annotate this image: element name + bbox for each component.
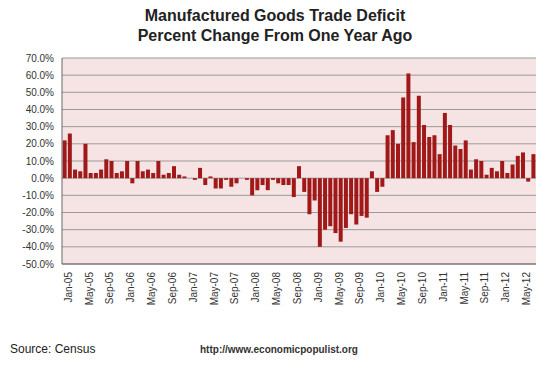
html-text:Percent Change From One Year A: Percent Change From One Year Ago	[137, 27, 413, 44]
svg-text:-30.0%: -30.0%	[22, 224, 54, 235]
svg-text:May-08: May-08	[271, 272, 282, 306]
svg-text:Sep-10: Sep-10	[417, 272, 428, 305]
svg-text:-10.0%: -10.0%	[22, 190, 54, 201]
svg-text:Jan-11: Jan-11	[438, 272, 449, 302]
svg-text:Sep-09: Sep-09	[354, 272, 365, 305]
html-text:Source: Census: Source: Census	[10, 342, 96, 356]
svg-text:Jan-07: Jan-07	[188, 272, 199, 303]
svg-text:May-10: May-10	[396, 272, 407, 306]
svg-text:May-07: May-07	[209, 272, 220, 306]
html-text:Manufactured Goods Trade Defic: Manufactured Goods Trade Deficit	[144, 7, 406, 24]
svg-text:Jan-08: Jan-08	[250, 272, 261, 303]
svg-text:May-11: May-11	[459, 272, 470, 305]
svg-text:Sep-05: Sep-05	[104, 272, 115, 305]
svg-text:Sep-08: Sep-08	[292, 272, 303, 305]
svg-text:-20.0%: -20.0%	[22, 207, 54, 218]
svg-text:Sep-11: Sep-11	[479, 272, 490, 304]
svg-text:Jan-09: Jan-09	[313, 272, 324, 303]
svg-text:Jan-06: Jan-06	[125, 272, 136, 303]
svg-text:50.0%: 50.0%	[26, 87, 54, 98]
svg-text:20.0%: 20.0%	[26, 138, 54, 149]
svg-text:Jan-10: Jan-10	[375, 272, 386, 303]
svg-text:Jan-12: Jan-12	[500, 272, 511, 303]
svg-text:-40.0%: -40.0%	[22, 241, 54, 252]
html-text:http://www.economicpopulist.or: http://www.economicpopulist.org	[200, 344, 358, 355]
svg-text:10.0%: 10.0%	[26, 156, 54, 167]
svg-text:May-06: May-06	[146, 272, 157, 306]
svg-text:-50.0%: -50.0%	[22, 259, 54, 270]
svg-text:40.0%: 40.0%	[26, 104, 54, 115]
svg-text:0.0%: 0.0%	[31, 173, 54, 184]
svg-text:Sep-07: Sep-07	[229, 272, 240, 305]
svg-text:May-09: May-09	[334, 272, 345, 306]
svg-text:70.0%: 70.0%	[26, 53, 54, 64]
svg-text:60.0%: 60.0%	[26, 70, 54, 81]
svg-text:Jan-05: Jan-05	[63, 272, 74, 303]
svg-text:May-05: May-05	[84, 272, 95, 306]
svg-text:30.0%: 30.0%	[26, 121, 54, 132]
svg-text:Sep-06: Sep-06	[167, 272, 178, 305]
svg-text:May-12: May-12	[521, 272, 532, 306]
